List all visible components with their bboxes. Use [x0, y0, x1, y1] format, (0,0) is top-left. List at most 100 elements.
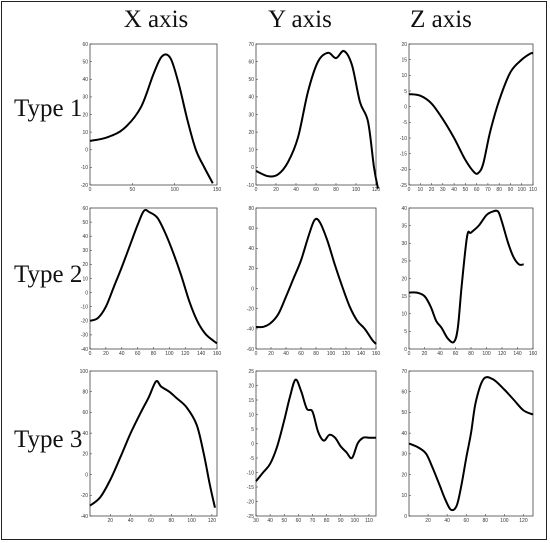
x-tick-label: 40: [128, 518, 134, 524]
x-tick-label: 100: [187, 518, 196, 524]
y-tick-label: 40: [82, 234, 88, 240]
x-tick-label: 20: [268, 351, 274, 357]
y-tick-label: 30: [401, 241, 407, 247]
series-line: [89, 380, 216, 508]
y-tick-label: -10: [400, 136, 407, 142]
y-tick-label: 40: [248, 246, 254, 252]
axes-box: [408, 207, 534, 350]
x-tick-label: 0: [255, 187, 258, 193]
y-tick-label: 60: [401, 390, 407, 396]
x-tick-label: 120: [208, 518, 217, 524]
y-tick-label: 20: [82, 452, 88, 458]
x-tick-label: 80: [333, 187, 339, 193]
x-tick-label: 100: [518, 187, 527, 193]
x-tick-label: 40: [119, 351, 125, 357]
y-tick-label: -25: [400, 183, 407, 189]
x-tick-label: 80: [324, 518, 330, 524]
y-tick-label: 0: [404, 104, 407, 110]
x-tick-label: 60: [298, 351, 304, 357]
y-tick-label: -5: [250, 456, 255, 462]
y-tick-label: 40: [82, 77, 88, 83]
y-tick-label: -20: [81, 183, 88, 189]
y-tick-label: 10: [82, 130, 88, 136]
axes-box: [408, 43, 534, 186]
subplot-3-2: 30 40 50 60 70 80 90 100 110 -25 -20 -15 -10 -5 0 5 10 15…: [247, 369, 377, 524]
x-tick-label: 20: [108, 518, 114, 524]
y-tick-label: 15: [401, 294, 407, 300]
y-tick-label: 20: [401, 42, 407, 48]
x-tick-label: 100: [351, 518, 360, 524]
x-tick-label: 0: [408, 351, 411, 357]
y-tick-label: 10: [401, 312, 407, 318]
x-tick-label: 80: [313, 351, 319, 357]
y-tick-label: 40: [248, 95, 254, 101]
y-tick-label: -60: [247, 347, 254, 353]
y-tick-label: 100: [80, 369, 89, 375]
x-tick-label: 100: [352, 187, 361, 193]
column-title-x-axis: X axis: [123, 6, 189, 33]
x-tick-label: 60: [135, 351, 141, 357]
row-label-type-2: Type 2: [14, 261, 83, 288]
y-tick-label: 0: [85, 148, 88, 154]
x-tick-label: 80: [168, 518, 174, 524]
axes-box: [255, 207, 377, 350]
x-tick-label: 0: [89, 351, 92, 357]
x-tick-label: 140: [357, 351, 366, 357]
subplot-2-2: 0 20 40 60 80 100 120 140 160 -60 -40 -20 0 20 40 60 80: [247, 206, 381, 357]
y-tick-label: -15: [400, 151, 407, 157]
x-tick-label: 160: [213, 351, 222, 357]
column-title-z-axis: Z axis: [410, 6, 472, 33]
x-tick-label: 120: [372, 187, 381, 193]
x-tick-label: 40: [283, 351, 289, 357]
x-tick-label: 80: [468, 351, 474, 357]
y-tick-label: 80: [248, 206, 254, 212]
x-tick-label: 80: [496, 187, 502, 193]
y-tick-label: -20: [247, 499, 254, 505]
y-tick-label: -40: [81, 514, 88, 520]
y-tick-label: 50: [248, 77, 254, 83]
x-tick-label: 60: [474, 187, 480, 193]
row-label-type-1: Type 1: [14, 95, 83, 122]
y-tick-label: 70: [248, 42, 254, 48]
series-line: [408, 209, 524, 344]
x-tick-label: 120: [519, 518, 528, 524]
y-tick-label: 20: [82, 112, 88, 118]
y-tick-label: -10: [81, 165, 88, 171]
series-line: [89, 208, 218, 345]
x-tick-label: 90: [338, 518, 344, 524]
series-line: [89, 53, 214, 184]
y-tick-label: 60: [82, 42, 88, 48]
x-tick-label: 30: [440, 187, 446, 193]
x-tick-label: 120: [498, 351, 507, 357]
subplot-1-3: 0 10 20 30 40 50 60 70 80 90 100 110 -25 -20 -15 -10 -5 0…: [400, 42, 537, 193]
x-tick-label: 60: [148, 518, 154, 524]
x-tick-label: 40: [293, 187, 299, 193]
x-tick-label: 0: [408, 187, 411, 193]
y-tick-label: 40: [82, 431, 88, 437]
y-tick-label: -10: [247, 470, 254, 476]
y-tick-label: 20: [248, 383, 254, 389]
y-tick-label: 60: [248, 226, 254, 232]
y-tick-label: -15: [247, 485, 254, 491]
y-tick-label: -40: [247, 327, 254, 333]
axes-box: [89, 207, 218, 350]
y-tick-label: 60: [82, 410, 88, 416]
x-tick-label: 60: [296, 518, 302, 524]
subplot-1-1: 0 50 100 150 -20 -10 0 10 20 30 40 50 60: [81, 42, 222, 193]
x-tick-label: 150: [213, 187, 222, 193]
x-tick-label: 80: [483, 518, 489, 524]
x-tick-label: 60: [313, 187, 319, 193]
axes-box: [255, 370, 377, 517]
y-tick-label: 25: [248, 369, 254, 375]
x-tick-label: 160: [529, 351, 538, 357]
y-tick-label: 20: [248, 266, 254, 272]
x-tick-label: 40: [437, 351, 443, 357]
y-tick-label: -30: [81, 333, 88, 339]
y-tick-label: -20: [81, 493, 88, 499]
x-tick-label: 80: [151, 351, 157, 357]
y-tick-label: 0: [251, 441, 254, 447]
x-tick-label: 110: [365, 518, 373, 524]
subplot-2-3: 0 20 40 60 80 100 120 140 160 0 5 10 15 20 25 30 35 40: [401, 206, 538, 357]
x-tick-label: 60: [453, 351, 459, 357]
